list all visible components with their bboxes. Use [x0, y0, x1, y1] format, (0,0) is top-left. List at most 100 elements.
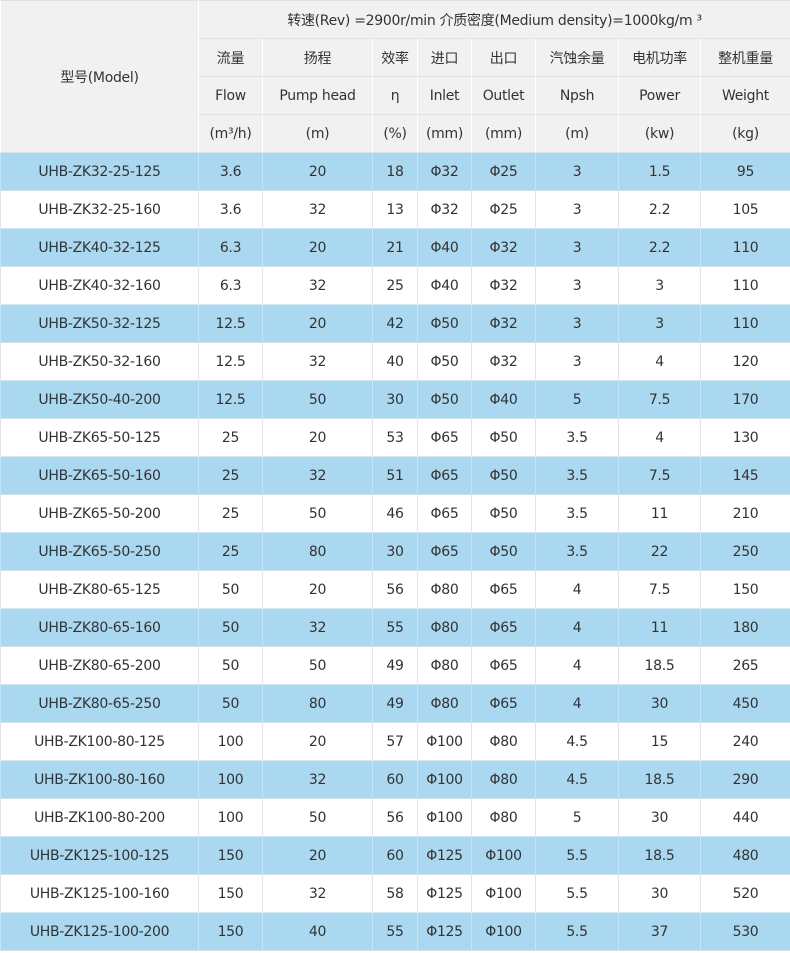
table-body: UHB-ZK32-25-125 3.6 20 18 Φ32 Φ25 3 1.5 95 UHB-ZK… — [0, 152, 790, 951]
value-cell: 80 — [262, 532, 373, 571]
table-row: UHB-ZK125-100-200 150 40 55 Φ125 Φ100 5.5 37 530 — [0, 912, 790, 951]
value-cell: Φ32 — [471, 228, 536, 267]
table-row: UHB-ZK100-80-200 100 50 56 Φ100 Φ80 5 30 440 — [0, 798, 790, 837]
value-cell: 4 — [535, 570, 619, 609]
value-cell: 5.5 — [535, 836, 619, 875]
value-cell: 50 — [262, 494, 373, 533]
model-cell: UHB-ZK65-50-200 — [0, 494, 199, 533]
value-cell: 100 — [198, 722, 263, 761]
value-cell: 110 — [699, 304, 790, 343]
value-cell: 100 — [198, 760, 263, 799]
table-row: UHB-ZK50-32-125 12.5 20 42 Φ50 Φ32 3 3 110 — [0, 304, 790, 343]
value-cell: 18.5 — [618, 760, 701, 799]
value-cell: 3.6 — [198, 190, 263, 229]
column-header-unit: (m) — [262, 114, 373, 153]
conditions-header: 转速(Rev) =2900r/min 介质密度(Medium density)=… — [197, 0, 790, 39]
value-cell: 4 — [535, 684, 619, 723]
value-cell: 5 — [535, 798, 619, 837]
value-cell: 32 — [262, 760, 373, 799]
table-row: UHB-ZK50-40-200 12.5 50 30 Φ50 Φ40 5 7.5 170 — [0, 380, 790, 419]
value-cell: Φ50 — [417, 342, 472, 381]
value-cell: 30 — [618, 684, 701, 723]
value-cell: 58 — [372, 874, 418, 913]
model-cell: UHB-ZK100-80-200 — [0, 798, 199, 837]
value-cell: 56 — [372, 798, 418, 837]
value-cell: 80 — [262, 684, 373, 723]
column-header-en: Outlet — [471, 76, 536, 115]
value-cell: Φ80 — [417, 608, 472, 647]
value-cell: Φ50 — [417, 380, 472, 419]
value-cell: Φ80 — [417, 684, 472, 723]
model-cell: UHB-ZK80-65-200 — [0, 646, 199, 685]
value-cell: Φ65 — [417, 494, 472, 533]
value-cell: 40 — [262, 912, 373, 951]
value-cell: 3 — [535, 342, 619, 381]
value-cell: 60 — [372, 836, 418, 875]
value-cell: 30 — [372, 380, 418, 419]
value-cell: 20 — [262, 228, 373, 267]
model-cell: UHB-ZK65-50-125 — [0, 418, 199, 457]
value-cell: 50 — [262, 646, 373, 685]
value-cell: Φ80 — [471, 760, 536, 799]
value-cell: 20 — [262, 152, 373, 191]
value-cell: 50 — [198, 608, 263, 647]
value-cell: 12.5 — [198, 380, 263, 419]
value-cell: Φ50 — [471, 532, 536, 571]
column-header-cn: 进口 — [417, 38, 472, 77]
value-cell: 250 — [699, 532, 790, 571]
value-cell: 32 — [262, 266, 373, 305]
value-cell: 5.5 — [535, 874, 619, 913]
model-cell: UHB-ZK40-32-160 — [0, 266, 199, 305]
value-cell: 15 — [618, 722, 701, 761]
value-cell: 4 — [535, 646, 619, 685]
value-cell: 1.5 — [618, 152, 701, 191]
value-cell: 20 — [262, 836, 373, 875]
value-cell: 6.3 — [198, 228, 263, 267]
value-cell: 110 — [699, 228, 790, 267]
value-cell: 210 — [699, 494, 790, 533]
value-cell: 3 — [535, 190, 619, 229]
table-row: UHB-ZK65-50-125 25 20 53 Φ65 Φ50 3.5 4 130 — [0, 418, 790, 457]
value-cell: 25 — [198, 494, 263, 533]
value-cell: Φ65 — [471, 608, 536, 647]
value-cell: 11 — [618, 608, 701, 647]
value-cell: 7.5 — [618, 380, 701, 419]
value-cell: 3.6 — [198, 152, 263, 191]
value-cell: Φ65 — [417, 532, 472, 571]
table-row: UHB-ZK40-32-160 6.3 32 25 Φ40 Φ32 3 3 110 — [0, 266, 790, 305]
value-cell: 50 — [198, 684, 263, 723]
value-cell: Φ65 — [471, 646, 536, 685]
value-cell: 3.5 — [535, 418, 619, 457]
value-cell: 3 — [618, 266, 701, 305]
value-cell: 25 — [198, 456, 263, 495]
column-header-cn: 电机功率 — [618, 38, 701, 77]
column-header-cn: 效率 — [372, 38, 418, 77]
value-cell: 12.5 — [198, 342, 263, 381]
table-row: UHB-ZK40-32-125 6.3 20 21 Φ40 Φ32 3 2.2 110 — [0, 228, 790, 267]
value-cell: 25 — [372, 266, 418, 305]
value-cell: 13 — [372, 190, 418, 229]
value-cell: 7.5 — [618, 456, 701, 495]
value-cell: 55 — [372, 608, 418, 647]
value-cell: 450 — [699, 684, 790, 723]
value-cell: 4.5 — [535, 760, 619, 799]
column-header-en: Npsh — [535, 76, 619, 115]
value-cell: Φ32 — [471, 342, 536, 381]
value-cell: 150 — [198, 874, 263, 913]
value-cell: 3.5 — [535, 532, 619, 571]
column-header-unit: (m³/h) — [198, 114, 263, 153]
model-cell: UHB-ZK50-32-125 — [0, 304, 199, 343]
value-cell: 32 — [262, 456, 373, 495]
value-cell: 46 — [372, 494, 418, 533]
value-cell: 42 — [372, 304, 418, 343]
column-header-en: Weight — [699, 76, 790, 115]
table-row: UHB-ZK125-100-125 150 20 60 Φ125 Φ100 5.5 18.5 4… — [0, 836, 790, 875]
value-cell: Φ100 — [471, 836, 536, 875]
value-cell: 18.5 — [618, 836, 701, 875]
value-cell: Φ100 — [417, 760, 472, 799]
table-row: UHB-ZK32-25-160 3.6 32 13 Φ32 Φ25 3 2.2 105 — [0, 190, 790, 229]
value-cell: Φ100 — [471, 912, 536, 951]
value-cell: 49 — [372, 646, 418, 685]
value-cell: 32 — [262, 608, 373, 647]
